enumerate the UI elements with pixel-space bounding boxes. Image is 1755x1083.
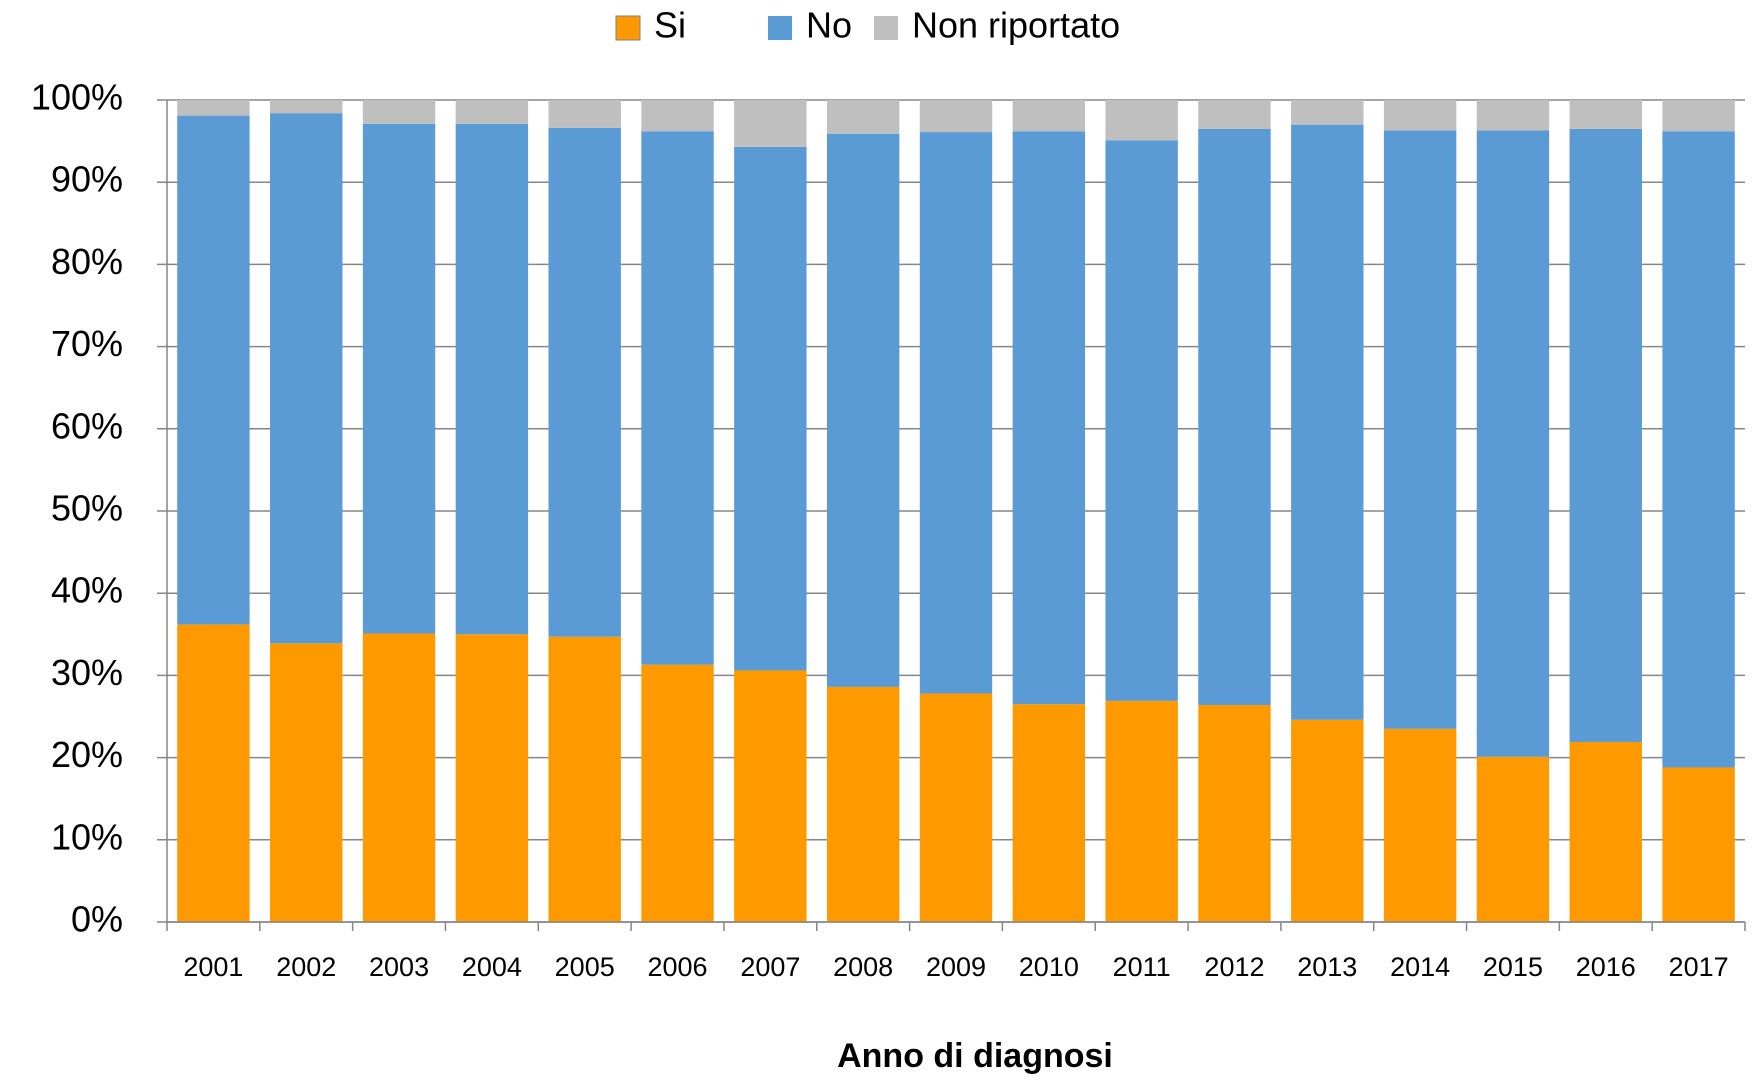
bar-segment [826,686,900,922]
bar-segment [1662,100,1735,132]
bar-segment [270,100,343,114]
legend-swatch [768,16,792,40]
bar-segment [826,133,900,687]
x-tick-label: 2006 [647,952,707,982]
x-tick-label: 2015 [1483,952,1543,982]
x-tick-label: 2013 [1297,952,1357,982]
bar-segment [1662,767,1735,922]
bar-segment [919,693,993,922]
legend-label: No [806,5,852,46]
bar-segment [734,100,807,147]
bar-segment [362,100,436,124]
x-tick-label: 2004 [462,952,522,982]
bar-segment [1662,131,1735,768]
bar-segment [1105,140,1178,701]
bar-segment [177,115,250,625]
y-tick-label: 60% [51,405,123,446]
bar-segment [548,636,621,922]
bar-segment [1476,100,1550,131]
bar-segment [641,664,714,922]
x-tick-label: 2017 [1669,952,1729,982]
bar-segment [270,113,343,644]
x-tick-label: 2002 [276,952,336,982]
bar-segment [1105,100,1178,141]
x-tick-label: 2010 [1019,952,1079,982]
bar-segment [1291,100,1364,125]
x-tick-label: 2003 [369,952,429,982]
bar-segment [1569,100,1642,129]
bar-segment [1012,131,1086,705]
y-tick-label: 20% [51,734,123,775]
bar-segment [548,127,621,637]
bar-segment [1569,741,1642,922]
y-tick-label: 80% [51,241,123,282]
bar-segment [1012,100,1086,132]
bar-segment [1291,719,1364,922]
x-tick-label: 2014 [1390,952,1450,982]
legend-swatch [874,16,898,40]
x-tick-label: 2007 [740,952,800,982]
bar-segment [1198,128,1271,705]
y-tick-label: 30% [51,652,123,693]
bar-segment [177,624,250,922]
bar-segment [1383,728,1457,922]
bar-segment [455,123,529,635]
bar-segment [919,132,993,694]
bar-segment [1198,100,1271,129]
x-tick-label: 2008 [833,952,893,982]
legend-swatch [615,15,641,41]
bar-segment [1476,130,1550,757]
bar-segment [1383,130,1457,729]
bar-segment [177,100,250,116]
x-tick-label: 2009 [926,952,986,982]
bar-segment [734,146,807,671]
bar-segment [1105,700,1178,922]
bar-segment [919,100,993,133]
bar-segment [826,100,900,134]
bar-segment [734,670,807,922]
y-tick-label: 0% [71,899,123,940]
bar-segment [1476,756,1550,922]
bar-segment [1291,124,1364,720]
x-axis-title: Anno di diagnosi [837,1037,1113,1075]
bar-segment [1569,128,1642,742]
bar-segment [270,643,343,922]
x-tick-label: 2016 [1576,952,1636,982]
bar-segment [548,100,621,128]
bar-segment [641,131,714,665]
bar-segment [1383,100,1457,131]
x-tick-label: 2001 [183,952,243,982]
legend-label: Si [654,5,686,46]
bar-segment [455,100,529,124]
y-tick-label: 100% [31,77,123,118]
x-tick-label: 2005 [555,952,615,982]
y-tick-label: 70% [51,323,123,364]
legend-label: Non riportato [912,5,1120,46]
y-tick-label: 10% [51,816,123,857]
x-tick-label: 2011 [1113,952,1171,982]
bar-segment [1198,704,1271,922]
bar-segment [1012,704,1086,922]
bar-segment [641,100,714,132]
x-tick-label: 2012 [1204,952,1264,982]
bar-segment [455,634,529,922]
bar-segment [362,633,436,922]
bar-segment [362,123,436,634]
y-tick-label: 50% [51,488,123,529]
y-tick-label: 90% [51,159,123,200]
y-tick-label: 40% [51,570,123,611]
